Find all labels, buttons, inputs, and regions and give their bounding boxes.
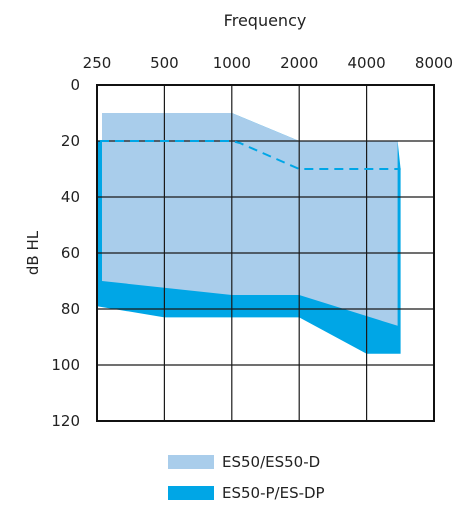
dashed-threshold-line [100, 140, 401, 170]
x-tick-label: 1000 [213, 54, 251, 72]
y-tick-label: 40 [61, 188, 80, 206]
y-tick-label: 0 [70, 76, 80, 94]
y-tick-label: 80 [61, 300, 80, 318]
y-axis-title: dB HL [24, 230, 42, 275]
y-tick-label: 120 [51, 412, 80, 430]
legend-label-es50-p: ES50-P/ES-DP [222, 484, 325, 502]
legend-item-es50-p: ES50-P/ES-DP [168, 482, 428, 504]
x-tick-label: 4000 [348, 54, 386, 72]
x-tick-label: 500 [150, 54, 179, 72]
legend-item-es50: ES50/ES50-D [168, 451, 428, 473]
x-tick-label: 8000 [415, 54, 453, 72]
plot-frame [96, 84, 435, 422]
legend-swatch-es50 [168, 455, 214, 469]
x-axis-title: Frequency [224, 11, 307, 30]
y-tick-label: 100 [51, 356, 80, 374]
legend-swatch-es50-p [168, 486, 214, 500]
x-tick-label: 2000 [280, 54, 318, 72]
x-tick-label: 250 [83, 54, 112, 72]
y-tick-label: 20 [61, 132, 80, 150]
y-tick-label: 60 [61, 244, 80, 262]
legend-label-es50: ES50/ES50-D [222, 453, 321, 471]
area-es50 [102, 113, 398, 326]
